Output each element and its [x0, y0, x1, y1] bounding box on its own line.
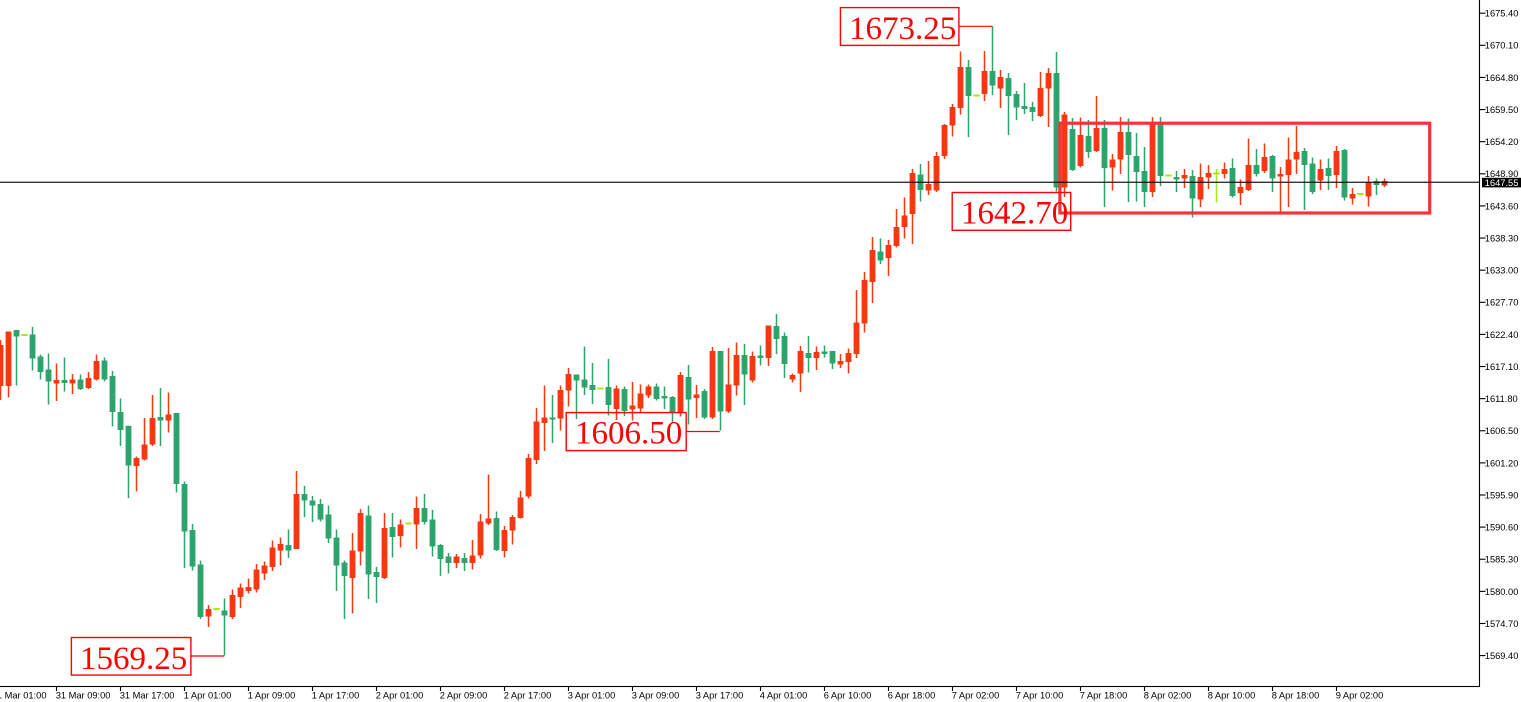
svg-text:31 Mar 17:00: 31 Mar 17:00	[120, 691, 175, 701]
svg-text:7 Apr 18:00: 7 Apr 18:00	[1080, 691, 1128, 701]
svg-text:8 Apr 10:00: 8 Apr 10:00	[1208, 691, 1256, 701]
svg-text:1574.70: 1574.70	[1485, 619, 1519, 629]
svg-text:1670.10: 1670.10	[1485, 41, 1519, 51]
svg-text:6 Apr 18:00: 6 Apr 18:00	[888, 691, 936, 701]
svg-text:2 Apr 01:00: 2 Apr 01:00	[376, 691, 424, 701]
svg-text:31 Mar 01:00: 31 Mar 01:00	[0, 691, 46, 701]
svg-text:1638.30: 1638.30	[1485, 233, 1519, 243]
svg-text:3 Apr 17:00: 3 Apr 17:00	[696, 691, 744, 701]
svg-text:1585.30: 1585.30	[1485, 555, 1519, 565]
svg-text:1606.50: 1606.50	[1485, 426, 1519, 436]
svg-text:2 Apr 17:00: 2 Apr 17:00	[504, 691, 552, 701]
svg-text:3 Apr 01:00: 3 Apr 01:00	[568, 691, 616, 701]
svg-text:8 Apr 02:00: 8 Apr 02:00	[1144, 691, 1192, 701]
svg-text:1654.20: 1654.20	[1485, 137, 1519, 147]
svg-text:3 Apr 09:00: 3 Apr 09:00	[632, 691, 680, 701]
svg-text:1659.50: 1659.50	[1485, 105, 1519, 115]
svg-text:1673.25: 1673.25	[849, 11, 956, 47]
svg-text:8 Apr 18:00: 8 Apr 18:00	[1272, 691, 1320, 701]
svg-text:7 Apr 10:00: 7 Apr 10:00	[1016, 691, 1064, 701]
svg-text:1633.00: 1633.00	[1485, 266, 1519, 276]
svg-text:1 Apr 09:00: 1 Apr 09:00	[248, 691, 296, 701]
svg-text:1648.90: 1648.90	[1485, 169, 1519, 179]
svg-text:1664.80: 1664.80	[1485, 73, 1519, 83]
svg-text:6 Apr 10:00: 6 Apr 10:00	[824, 691, 872, 701]
svg-text:1601.20: 1601.20	[1485, 458, 1519, 468]
svg-text:1642.70: 1642.70	[961, 195, 1068, 231]
svg-text:1 Apr 17:00: 1 Apr 17:00	[312, 691, 360, 701]
svg-text:1617.10: 1617.10	[1485, 362, 1519, 372]
svg-text:1647.55: 1647.55	[1485, 178, 1519, 188]
svg-text:1606.50: 1606.50	[575, 416, 682, 452]
svg-text:1 Apr 01:00: 1 Apr 01:00	[184, 691, 232, 701]
svg-text:1580.00: 1580.00	[1485, 587, 1519, 597]
svg-text:1627.70: 1627.70	[1485, 298, 1519, 308]
svg-text:2 Apr 09:00: 2 Apr 09:00	[440, 691, 488, 701]
svg-text:1675.40: 1675.40	[1485, 9, 1519, 19]
svg-text:1611.80: 1611.80	[1485, 394, 1518, 404]
svg-text:1643.60: 1643.60	[1485, 201, 1519, 211]
svg-text:7 Apr 02:00: 7 Apr 02:00	[952, 691, 1000, 701]
svg-text:31 Mar 09:00: 31 Mar 09:00	[56, 691, 111, 701]
svg-text:4 Apr 01:00: 4 Apr 01:00	[760, 691, 808, 701]
svg-text:1569.25: 1569.25	[80, 641, 187, 677]
svg-text:9 Apr 02:00: 9 Apr 02:00	[1336, 691, 1384, 701]
svg-text:1622.40: 1622.40	[1485, 330, 1519, 340]
svg-text:1595.90: 1595.90	[1485, 490, 1519, 500]
svg-text:1569.40: 1569.40	[1485, 651, 1519, 661]
svg-text:1590.60: 1590.60	[1485, 523, 1519, 533]
